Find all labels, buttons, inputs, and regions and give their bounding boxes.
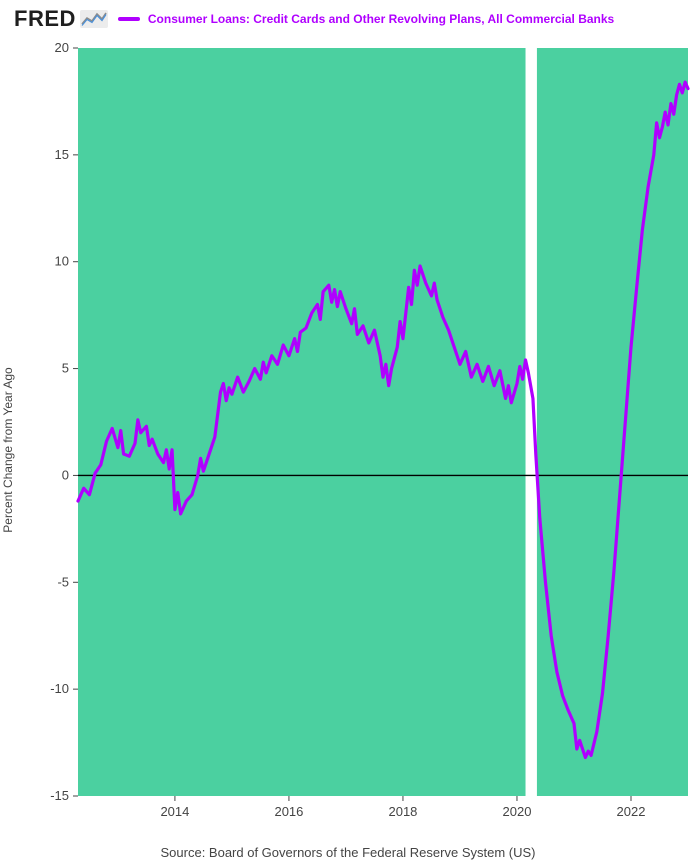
chart-area: Percent Change from Year Ago -15 -10 -5 0 5 1… <box>0 36 696 864</box>
svg-text:10: 10 <box>55 254 69 269</box>
chart-header: FRED Consumer Loans: Credit Cards and Ot… <box>14 6 682 32</box>
svg-text:2022: 2022 <box>617 804 646 819</box>
svg-text:-5: -5 <box>57 574 69 589</box>
logo-text: FRED <box>14 6 76 32</box>
svg-text:15: 15 <box>55 147 69 162</box>
svg-text:2018: 2018 <box>388 804 417 819</box>
svg-text:0: 0 <box>62 467 69 482</box>
legend-swatch <box>118 17 140 21</box>
svg-text:20: 20 <box>55 40 69 55</box>
y-axis-label: Percent Change from Year Ago <box>1 367 15 532</box>
svg-text:2016: 2016 <box>274 804 303 819</box>
svg-text:-15: -15 <box>50 788 69 803</box>
svg-text:2020: 2020 <box>503 804 532 819</box>
legend-label: Consumer Loans: Credit Cards and Other R… <box>148 12 614 26</box>
logo-chart-icon <box>80 10 108 28</box>
chart-svg: -15 -10 -5 0 5 10 15 20 2014 2016 2018 2020 2022 <box>0 36 696 864</box>
svg-text:-10: -10 <box>50 681 69 696</box>
svg-text:2014: 2014 <box>160 804 189 819</box>
svg-text:5: 5 <box>62 361 69 376</box>
source-line: Source: Board of Governors of the Federa… <box>0 845 696 860</box>
chart-container: FRED Consumer Loans: Credit Cards and Ot… <box>0 0 696 864</box>
